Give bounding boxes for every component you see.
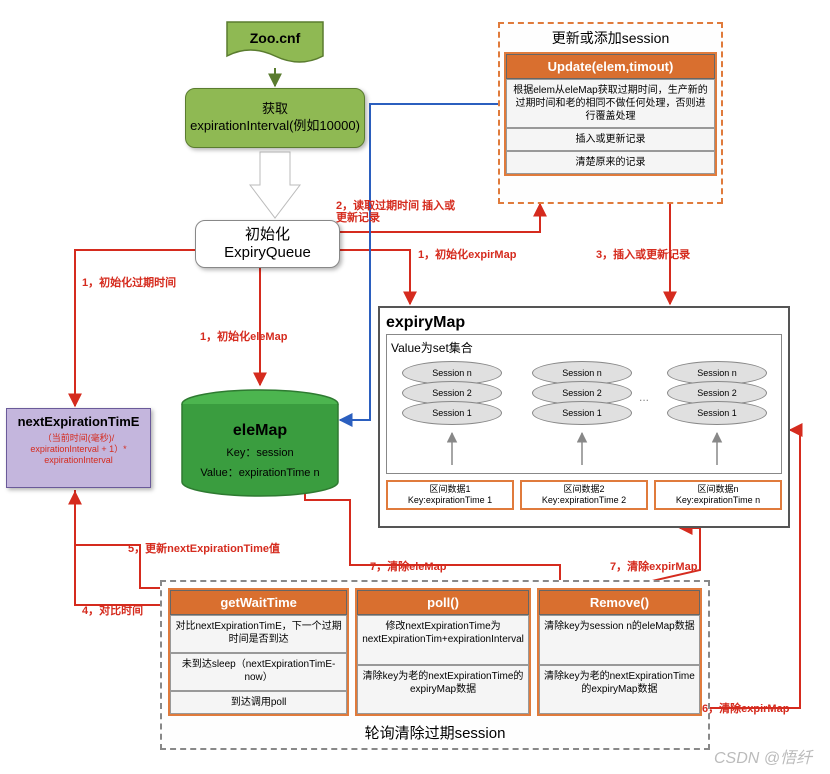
knt: 区间数据n (658, 484, 778, 495)
lbl-e1: 1，初始化过期时间 (82, 274, 176, 290)
key-n: 区间数据n Key:expirationTime n (654, 480, 782, 510)
lbl-e7: 5，更新nextExpirationTime值 (128, 540, 280, 556)
gw-r2: 到达调用poll (170, 691, 347, 714)
rm-r1: 清除key为老的nextExpirationTime的expiryMap数据 (539, 665, 700, 715)
rm-r0: 清除key为session n的eleMap数据 (539, 615, 700, 665)
k1t: 区间数据1 (390, 484, 510, 495)
init-label: 初始化 ExpiryQueue (224, 226, 311, 262)
poll-outer-title: 轮询清除过期session (168, 722, 702, 743)
zoo-label: Zoo.cnf (225, 30, 325, 46)
update-row-2: 清楚原来的记录 (506, 151, 715, 174)
lbl-e8: 7，清除eleMap (370, 558, 446, 574)
lbl-e5: 1，初始化eleMap (200, 328, 287, 344)
key-1: 区间数据1 Key:expirationTime 1 (386, 480, 514, 510)
lbl-e3: 1，初始化expirMap (418, 246, 516, 262)
lbl-e2: 2，读取过期时间 插入或更新记录 (336, 200, 456, 224)
get-interval-label: 获取 expirationInterval(例如10000) (190, 101, 360, 135)
col-getwait: getWaitTime 对比nextExpirationTimE，下一个过期时间… (168, 588, 349, 716)
init-node: 初始化 ExpiryQueue (195, 220, 340, 268)
lbl-e9: 7，清除expirMap (610, 558, 697, 574)
pl-r1: 清除key为老的nextExpirationTime的expiryMap数据 (357, 665, 529, 715)
pl-r0: 修改nextExpirationTime为nextExpirationTim+e… (357, 615, 529, 665)
key-2: 区间数据2 Key:expirationTime 2 (520, 480, 648, 510)
expirymap-title: expiryMap (386, 314, 782, 332)
gw-h: getWaitTime (170, 590, 347, 615)
watermark: CSDN @悟纤 (714, 744, 812, 768)
update-row-1: 插入或更新记录 (506, 128, 715, 151)
next-exp-sub: （当前时间(毫秒)/ expirationInterval + 1）* expi… (7, 433, 150, 465)
zoo-node: Zoo.cnf (225, 20, 325, 68)
elemap-l1: Key：session (180, 444, 340, 460)
get-interval-node: 获取 expirationInterval(例如10000) (185, 88, 365, 148)
col-poll: poll() 修改nextExpirationTime为nextExpirati… (355, 588, 531, 716)
elemap-l2: Value：expirationTime n (180, 464, 340, 480)
update-outer-title: 更新或添加session (504, 28, 717, 48)
pl-h: poll() (357, 590, 529, 615)
update-session-panel: 更新或添加session Update(elem,timout) 根据elem从… (498, 22, 723, 204)
lbl-e4: 3，插入或更新记录 (596, 246, 690, 262)
gw-r1: 未到达sleep（nextExpirationTimE-now） (170, 653, 347, 691)
elemap-title: eleMap (180, 422, 340, 440)
poll-session-panel: getWaitTime 对比nextExpirationTimE，下一个过期时间… (160, 580, 710, 750)
k1k: Key:expirationTime 1 (390, 495, 510, 506)
k2t: 区间数据2 (524, 484, 644, 495)
next-exp-title: nextExpirationTimE (7, 415, 150, 429)
lbl-e10: 6，清除expirMap (702, 700, 789, 716)
update-row-0: 根据elem从eleMap获取过期时间，生产新的过期时间和老的相同不做任何处理，… (506, 79, 715, 128)
rm-h: Remove() (539, 590, 700, 615)
k2k: Key:expirationTime 2 (524, 495, 644, 506)
expirymap-panel: expiryMap Value为set集合 Session n Session … (378, 306, 790, 528)
update-header: Update(elem,timout) (506, 54, 715, 79)
next-expiration-node: nextExpirationTimE （当前时间(毫秒)/ expiration… (6, 408, 151, 488)
col-remove: Remove() 清除key为session n的eleMap数据 清除key为… (537, 588, 702, 716)
elemap-node: eleMap Key：session Value：expirationTime … (180, 388, 340, 498)
knk: Key:expirationTime n (658, 495, 778, 506)
lbl-e6: 4，对比时间 (82, 602, 143, 618)
gw-r0: 对比nextExpirationTimE，下一个过期时间是否到达 (170, 615, 347, 653)
